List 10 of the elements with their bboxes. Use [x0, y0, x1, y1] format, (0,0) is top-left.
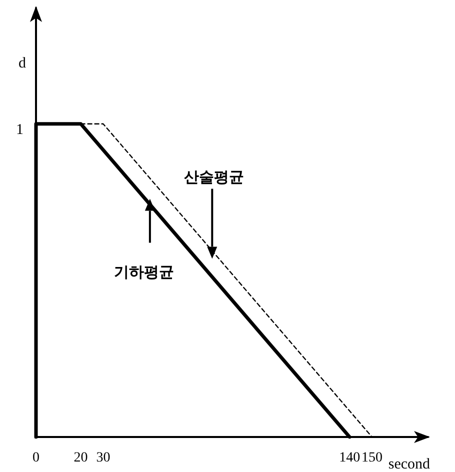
x-tick-label: 30	[96, 450, 110, 466]
x-axis-title: second	[388, 456, 431, 472]
x-tick-label: 0	[32, 450, 40, 466]
series-label: 기하평균	[114, 264, 174, 282]
series-label: 산술평균	[184, 168, 244, 187]
x-tick-label: 140	[339, 450, 360, 466]
x-tick-label: 20	[74, 450, 88, 466]
x-tick-label: 150	[362, 450, 382, 466]
annotation: 1	[16, 122, 24, 139]
y-axis-title: d	[18, 56, 26, 72]
